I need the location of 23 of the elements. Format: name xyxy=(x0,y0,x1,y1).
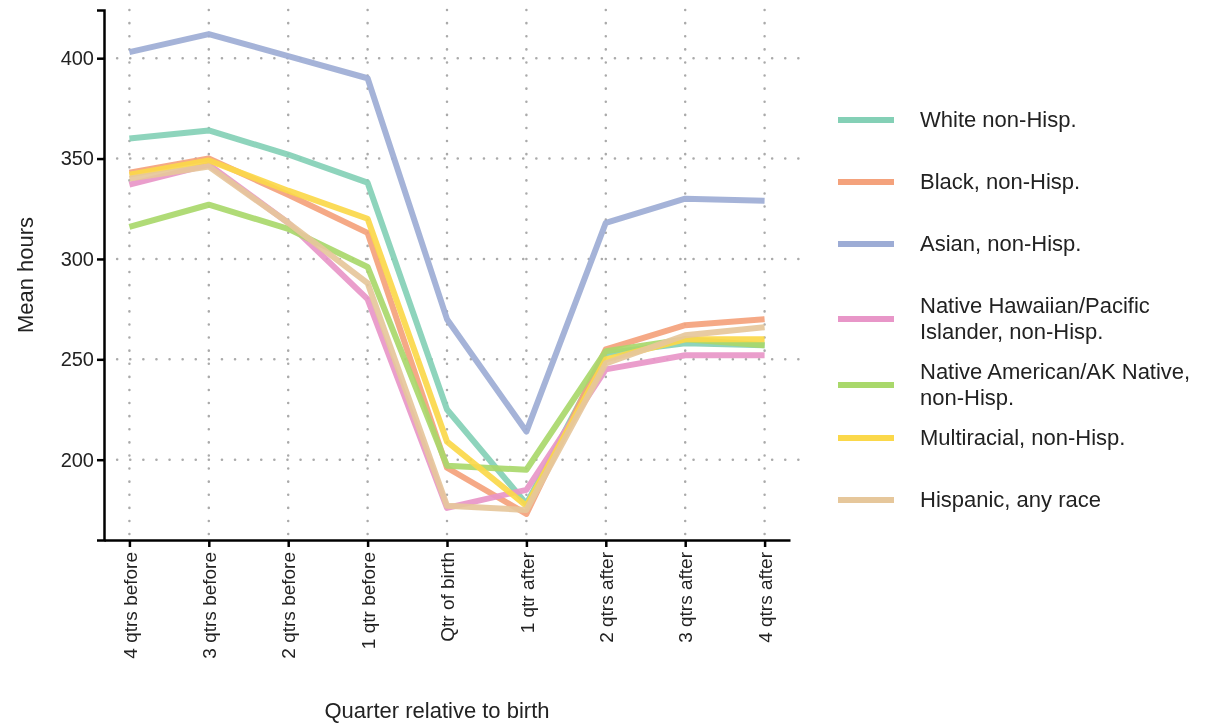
y-tick-label: 300 xyxy=(60,247,94,270)
y-tick-label: 200 xyxy=(60,448,94,471)
x-tick-label: 1 qtr after xyxy=(516,551,538,634)
x-tick-label: 1 qtr before xyxy=(357,552,379,650)
x-tick-label: 4 qtrs before xyxy=(119,552,141,659)
legend-label: Native American/AK Native, non-Hisp. xyxy=(920,359,1191,410)
legend-label: Hispanic, any race xyxy=(920,487,1101,512)
x-tick-label: 3 qtrs after xyxy=(675,551,697,643)
y-axis-title: Mean hours xyxy=(13,216,38,334)
legend-label: Asian, non-Hisp. xyxy=(920,231,1082,256)
y-tick-label: 350 xyxy=(60,147,94,170)
x-tick-label: 2 qtrs before xyxy=(278,552,300,659)
legend-label: White non-Hisp. xyxy=(920,107,1077,132)
x-tick-label: 4 qtrs after xyxy=(754,551,776,643)
y-tick-label: 400 xyxy=(60,47,94,70)
x-axis-title: Quarter relative to birth xyxy=(324,698,550,723)
legend-label: Native Hawaiian/Pacific Islander, non-Hisp. xyxy=(920,293,1150,344)
x-tick-label: 2 qtrs after xyxy=(595,551,617,643)
legend-label: Multiracial, non-Hisp. xyxy=(920,425,1126,450)
x-tick-label: Qtr of birth xyxy=(437,552,459,642)
y-tick-label: 250 xyxy=(60,348,94,371)
x-tick-label: 3 qtrs before xyxy=(198,552,220,659)
legend-label: Black, non-Hisp. xyxy=(920,169,1081,194)
